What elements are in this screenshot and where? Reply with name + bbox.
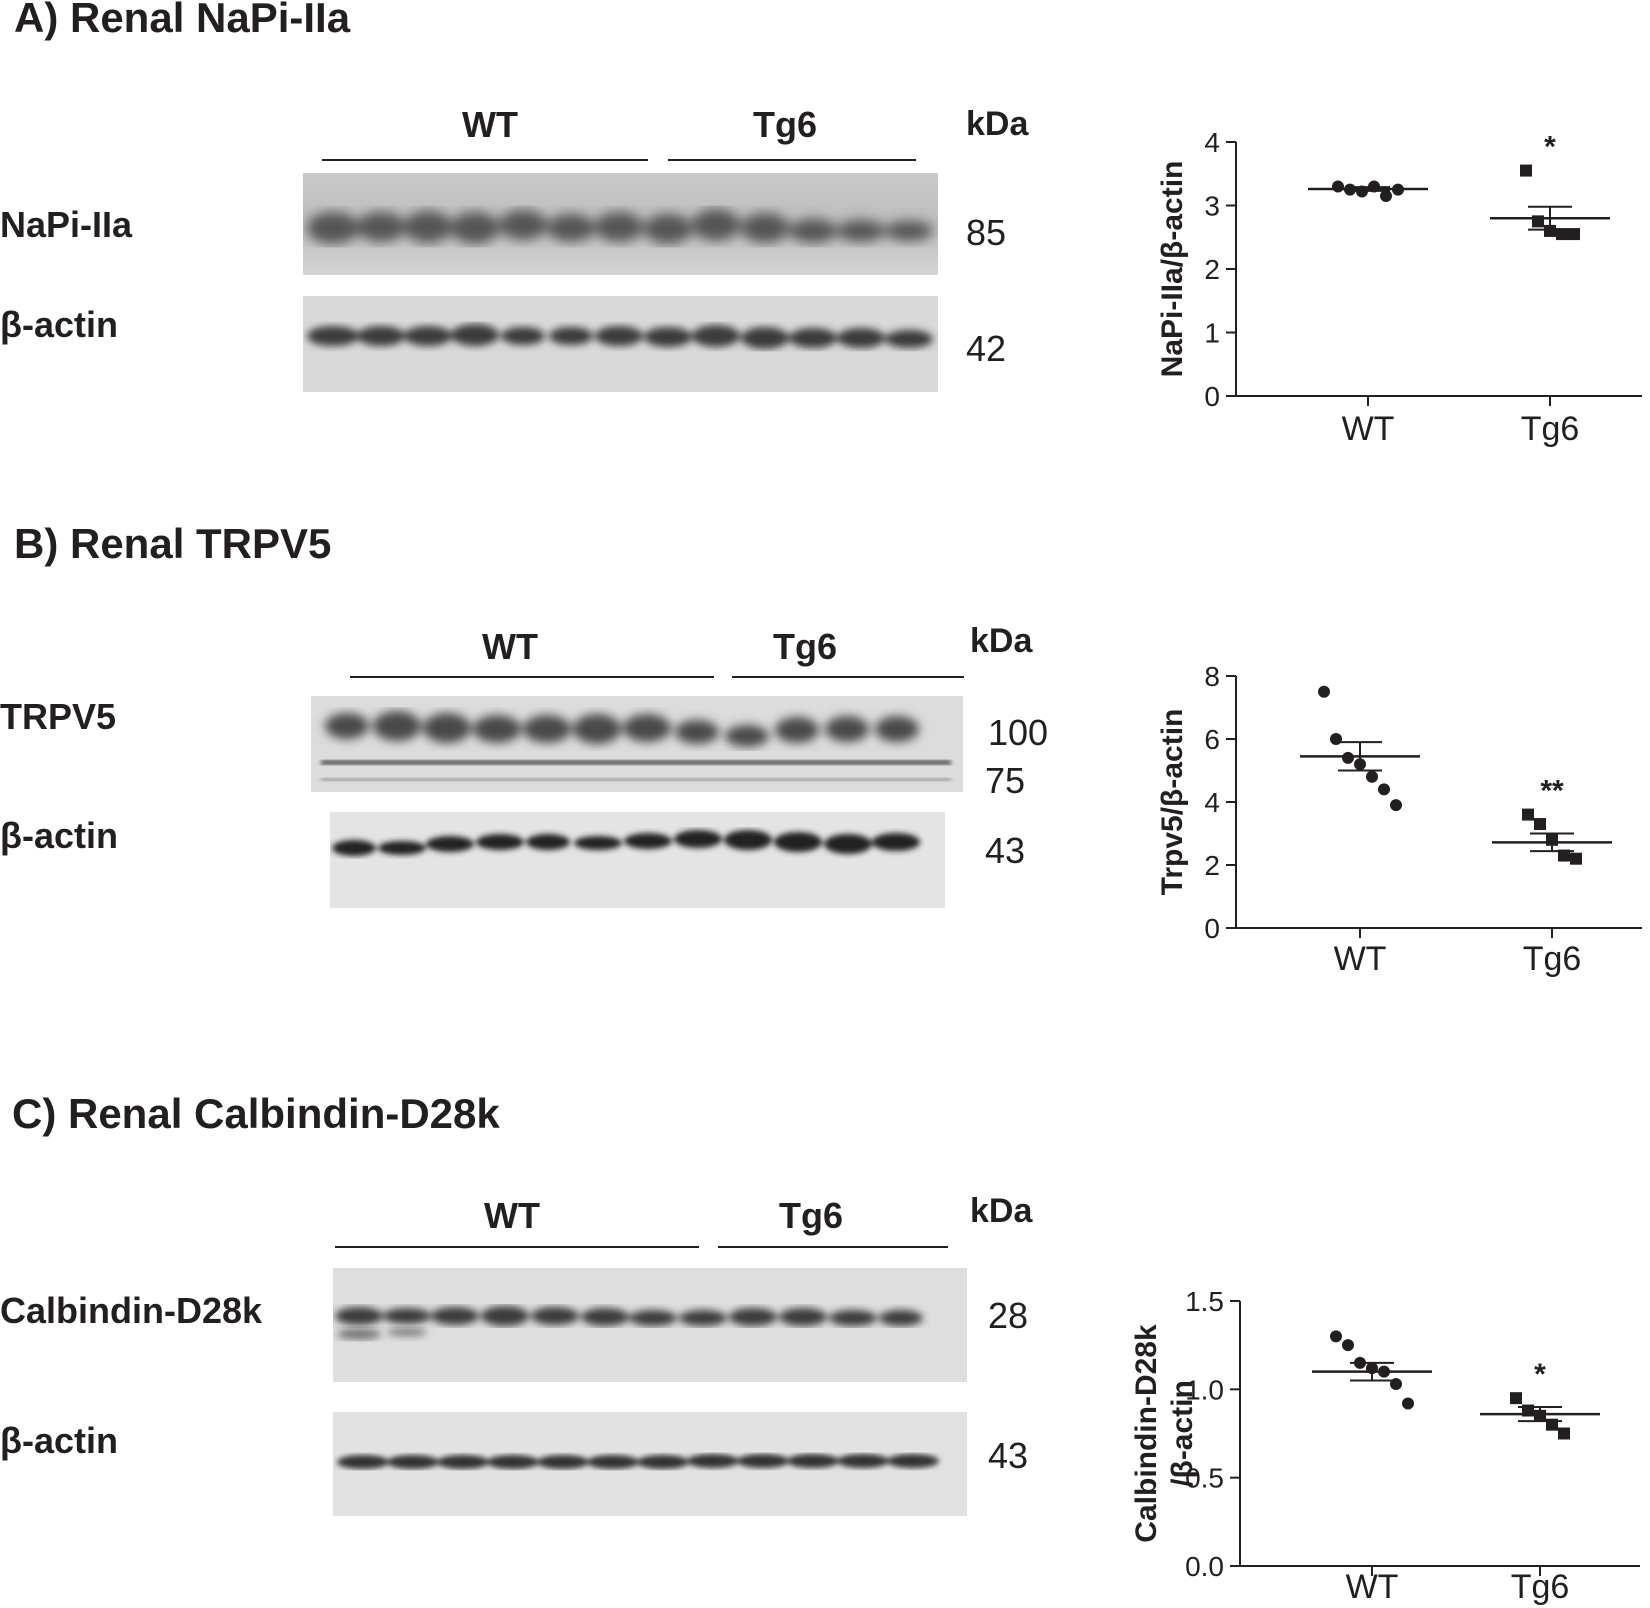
x-category-label: Tg6 xyxy=(1511,1568,1570,1606)
data-point-square xyxy=(1570,852,1582,865)
panel-c-title: C) Renal Calbindin-D28k xyxy=(12,1090,500,1137)
y-tick-label: 0.0 xyxy=(1185,1551,1224,1582)
y-tick-label: 1.5 xyxy=(1185,1286,1224,1317)
panel-a-group-wt: WT xyxy=(462,104,518,145)
significance-marker: ** xyxy=(1540,775,1564,808)
significance-marker: * xyxy=(1544,131,1556,164)
panel-a-group-wt-line xyxy=(322,159,648,161)
panel-b-title: B) Renal TRPV5 xyxy=(14,520,332,567)
data-point-circle xyxy=(1402,1397,1414,1410)
data-point-square xyxy=(1544,224,1556,237)
data-point-square xyxy=(1520,164,1532,177)
panel-c-blot2-label: β-actin xyxy=(0,1420,118,1461)
data-point-circle xyxy=(1380,189,1392,202)
data-point-circle xyxy=(1330,1330,1342,1343)
x-category-label: Tg6 xyxy=(1521,410,1580,448)
data-point-circle xyxy=(1342,751,1354,764)
panel-b-blot2-label: β-actin xyxy=(0,815,118,856)
y-tick-label: 1.0 xyxy=(1185,1374,1224,1405)
data-point-square xyxy=(1556,228,1568,241)
panel-a-blot1-mw: 85 xyxy=(966,212,1007,253)
panel-a-group-tg6: Tg6 xyxy=(752,104,817,145)
panel-a-kda-label: kDa xyxy=(966,105,1029,143)
data-point-circle xyxy=(1390,799,1402,812)
panel-b-blot1-mw: 100 xyxy=(988,712,1049,753)
y-tick-label: 3 xyxy=(1204,191,1220,222)
panel-a-title: A) Renal NaPi-IIa xyxy=(14,0,351,41)
y-tick-label: 4 xyxy=(1204,127,1220,158)
y-tick-label: 2 xyxy=(1204,254,1220,285)
y-tick-label: 0 xyxy=(1204,913,1220,944)
data-point-circle xyxy=(1366,770,1378,783)
panel-c-group-wt: WT xyxy=(484,1195,540,1236)
data-point-circle xyxy=(1378,783,1390,796)
panel-c-blot1-mw: 28 xyxy=(988,1295,1029,1336)
y-axis-label-line: Calbindin-D28k xyxy=(1130,1324,1163,1543)
panel-b-scatter-chart: 0 2 4 6 8 WT Tg6 Trpv5/β-actin ** xyxy=(1156,661,1642,978)
data-point-square xyxy=(1558,849,1570,862)
x-category-label: WT xyxy=(1334,940,1387,978)
panel-c-kda-label: kDa xyxy=(970,1192,1033,1230)
x-category-label: WT xyxy=(1342,410,1395,448)
data-point-circle xyxy=(1332,180,1344,193)
panel-a-blot2-label: β-actin xyxy=(0,304,118,345)
panel-b-group-tg6-line xyxy=(732,676,964,678)
data-point-square xyxy=(1534,818,1546,831)
panel-a-group-tg6-line xyxy=(668,159,916,161)
panel-c-group-tg6: Tg6 xyxy=(778,1195,843,1236)
panel-a-blot-napi xyxy=(303,173,938,275)
data-point-circle xyxy=(1318,685,1330,698)
panel-b-group-wt-line xyxy=(350,676,714,678)
panel-c-scatter-chart: 0.0 0.5 1.0 1.5 WT Tg6 Calbindin-D28k/β-actin * xyxy=(1130,1286,1640,1606)
x-category-label: Tg6 xyxy=(1523,940,1582,978)
y-axis-label: NaPi-IIa/β-actin xyxy=(1156,161,1189,378)
panel-a-scatter-chart: 0 1 2 3 4 WT Tg6 NaPi-IIa/β-actin * xyxy=(1156,127,1642,448)
y-tick-label: 6 xyxy=(1204,724,1220,755)
data-point-circle xyxy=(1342,1339,1354,1352)
panel-c-blot-calbindin xyxy=(333,1268,967,1382)
y-tick-label: 4 xyxy=(1204,787,1220,818)
panel-b-blot1-mw2: 75 xyxy=(985,760,1026,801)
panel-b-blot-actin xyxy=(330,812,945,908)
panel-b-blot2-mw: 43 xyxy=(985,830,1026,871)
panel-c-blot-actin xyxy=(333,1412,967,1516)
data-point-square xyxy=(1558,1427,1570,1440)
panel-b-blot1-label: TRPV5 xyxy=(0,696,117,737)
x-category-label: WT xyxy=(1346,1568,1399,1606)
y-tick-label: 0 xyxy=(1204,381,1220,412)
y-tick-label: 2 xyxy=(1204,850,1220,881)
y-axis-label-line: /β-actin xyxy=(1166,1380,1199,1487)
y-axis-label: Trpv5/β-actin xyxy=(1156,709,1189,896)
panel-b-blot-trpv5 xyxy=(311,696,963,792)
y-tick-label: 8 xyxy=(1204,661,1220,692)
y-tick-label: 0.5 xyxy=(1185,1463,1224,1494)
data-point-square xyxy=(1510,1392,1522,1405)
panel-c-blot1-label: Calbindin-D28k xyxy=(0,1290,263,1331)
panel-c-group-wt-line xyxy=(335,1246,699,1248)
panel-b-group-wt: WT xyxy=(482,626,538,667)
panel-c-blot2-mw: 43 xyxy=(988,1435,1029,1476)
data-point-square xyxy=(1522,808,1534,821)
y-tick-label: 1 xyxy=(1204,318,1220,349)
panel-b-group-tg6: Tg6 xyxy=(772,626,837,667)
panel-b-kda-label: kDa xyxy=(970,622,1033,660)
significance-marker: * xyxy=(1534,1358,1546,1391)
panel-a-blot1-label: NaPi-IIa xyxy=(0,204,133,245)
panel-a-blot-actin xyxy=(303,296,938,392)
data-point-square xyxy=(1568,228,1580,241)
data-point-circle xyxy=(1330,733,1342,745)
panel-c-group-tg6-line xyxy=(718,1246,948,1248)
panel-a-blot2-mw: 42 xyxy=(966,328,1007,369)
